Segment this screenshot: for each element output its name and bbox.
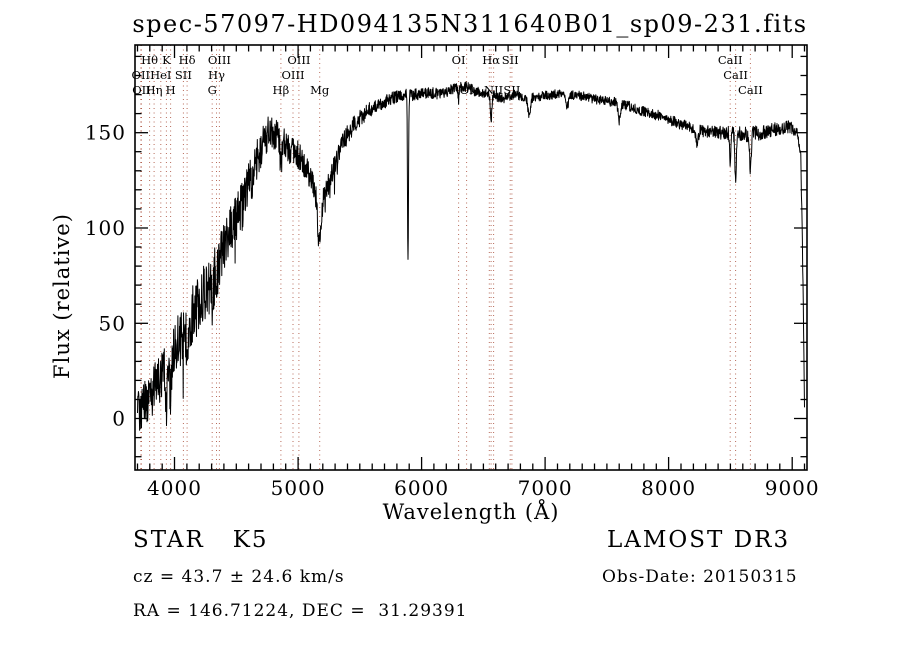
y-tick-label: 100 xyxy=(85,216,126,240)
spectral-line-markers xyxy=(140,45,751,470)
spectral-line-label: Hθ xyxy=(141,53,158,67)
spectral-line-label: Hη xyxy=(146,83,163,97)
spectral-line-label: SII xyxy=(502,53,519,67)
spectral-line-label: CaII xyxy=(723,68,748,82)
spectral-line-label: OIII xyxy=(287,53,310,67)
spectral-line-label: Hβ xyxy=(273,83,290,97)
obs-date-text: Obs-Date: 20150315 xyxy=(602,567,798,587)
spectral-line-label: CaII xyxy=(718,53,743,67)
cz-text: cz = 43.7 ± 24.6 km/s xyxy=(133,567,345,587)
y-tick-label: 150 xyxy=(85,121,126,145)
x-tick-label: 5000 xyxy=(271,476,326,500)
spectral-line-label: Mg xyxy=(310,83,330,97)
spectrum-trace xyxy=(137,81,805,431)
x-tick-label: 4000 xyxy=(147,476,202,500)
object-class-text: STAR K5 xyxy=(133,527,269,553)
spectral-line-label: HeI xyxy=(150,68,171,82)
spectral-line-label: Hδ xyxy=(179,53,196,67)
survey-text: LAMOST DR3 xyxy=(607,527,791,553)
y-axis-title: Flux (relative) xyxy=(50,213,74,379)
axis-tick-labels: 4000 5000 6000 7000 8000 9000 0 50 100 150 xyxy=(85,121,820,500)
axis-ticks xyxy=(135,45,807,470)
spectral-line-label: SII xyxy=(175,68,192,82)
spectral-line-label: OII xyxy=(132,83,151,97)
spectral-line-label: OI xyxy=(452,53,466,67)
x-tick-label: 6000 xyxy=(394,476,449,500)
axes-box xyxy=(134,44,808,471)
coordinates-text: RA = 146.71224, DEC = 31.29391 xyxy=(133,601,468,621)
x-tick-label: 9000 xyxy=(765,476,820,500)
spectral-line-label: Hγ xyxy=(208,68,225,82)
x-tick-label: 7000 xyxy=(518,476,573,500)
plot-title: spec-57097-HD094135N311640B01_sp09-231.f… xyxy=(132,10,808,38)
spectral-line-label: OIII xyxy=(208,53,231,67)
x-axis-title: Wavelength (Å) xyxy=(382,500,560,524)
spectral-line-label: CaII xyxy=(738,83,763,97)
spectral-line-label: K xyxy=(162,53,171,67)
spectral-line-label: OIII xyxy=(281,68,304,82)
spectral-line-label: Hα xyxy=(482,53,500,67)
y-tick-label: 0 xyxy=(112,407,126,431)
spectral-line-label: H xyxy=(166,83,176,97)
spectral-line-label: G xyxy=(208,83,217,97)
y-tick-label: 50 xyxy=(99,311,126,335)
spectral-line-labels: OIIOIIHθHηHeIKHSIIHδGHγOIIIHβOIIIOIIIMgO… xyxy=(132,53,763,97)
x-tick-label: 8000 xyxy=(641,476,696,500)
